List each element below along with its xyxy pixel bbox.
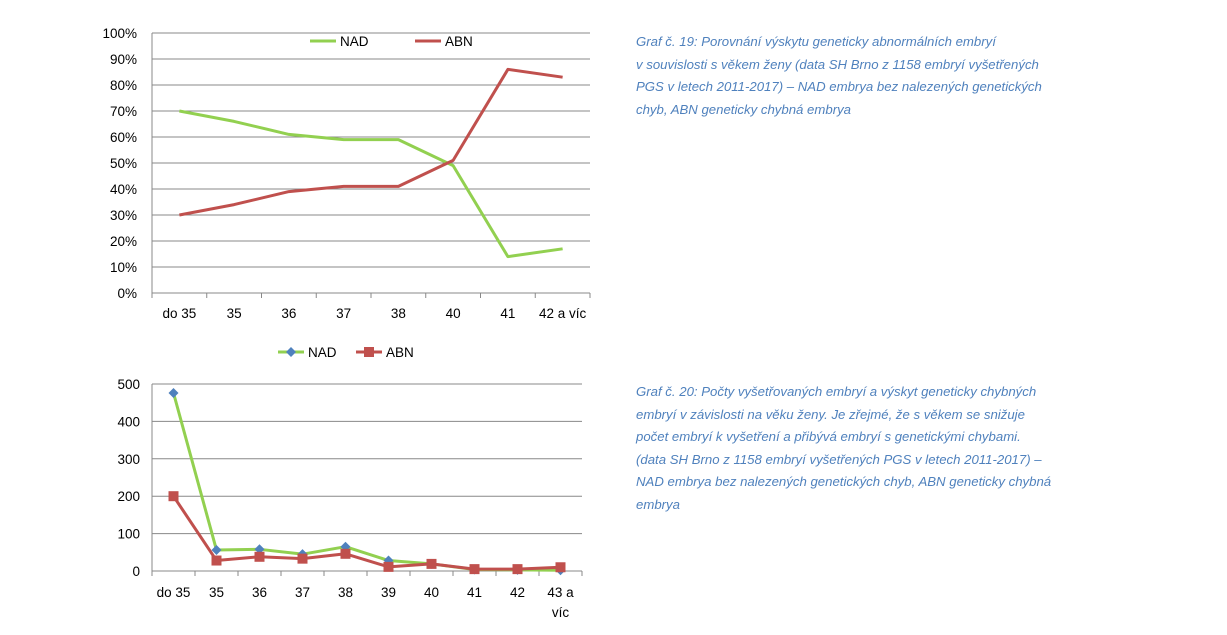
- legend-marker: [364, 347, 374, 357]
- x-tick-label: 41: [467, 585, 482, 600]
- series-line-nad: [179, 109, 563, 259]
- y-tick-label: 70%: [110, 104, 137, 119]
- data-point-abn: [211, 555, 222, 566]
- y-tick-label: 500: [117, 377, 140, 392]
- y-tick-label: 90%: [110, 52, 137, 67]
- x-tick-label: 37: [336, 306, 351, 321]
- data-point-abn: [254, 551, 265, 562]
- x-tick-label: víc: [552, 605, 570, 620]
- y-tick-label: 40%: [110, 182, 137, 197]
- chart-2: 0 100 200 300 400 500 do 35 35 36 37 38 39 40 41 42 43 …: [117, 345, 583, 620]
- y-tick-label: 100%: [102, 26, 137, 41]
- legend-label-nad: NAD: [308, 345, 337, 360]
- caption-line: PGS v letech 2011-2017) – NAD embrya bez…: [636, 79, 1042, 94]
- x-tick-label: 37: [295, 585, 310, 600]
- y-tick-label: 80%: [110, 78, 137, 93]
- data-point-nad: [168, 387, 179, 398]
- x-tick-label: 42: [510, 585, 525, 600]
- x-tick-label: 40: [446, 306, 461, 321]
- caption-line: počet embryí k vyšetření a přibývá embry…: [636, 429, 1021, 444]
- series-line-nad: [172, 392, 561, 572]
- y-tick-label: 20%: [110, 234, 137, 249]
- data-point-abn: [168, 491, 179, 502]
- x-tick-label: do 35: [162, 306, 196, 321]
- data-point-nad: [211, 545, 222, 556]
- y-tick-label: 300: [117, 452, 140, 467]
- data-point-abn: [469, 564, 480, 575]
- x-tick-label: 36: [252, 585, 267, 600]
- legend-label-abn: ABN: [386, 345, 414, 360]
- caption-line: v souvislosti s věkem ženy (data SH Brno…: [636, 56, 1039, 72]
- x-tick-label: 41: [500, 306, 515, 321]
- data-point-abn: [555, 562, 566, 573]
- caption-line: embryí v závislosti na věku ženy. Je zře…: [636, 406, 1025, 422]
- x-tick-label: 42 a víc: [539, 306, 587, 321]
- x-tick-label: 35: [227, 306, 242, 321]
- y-tick-label: 100: [117, 527, 140, 542]
- legend-label-abn: ABN: [445, 34, 473, 49]
- caption-line: embrya: [636, 496, 680, 512]
- x-tick-label: 40: [424, 585, 439, 600]
- x-tick-label: 38: [391, 306, 406, 321]
- x-tick-label: 43 a: [547, 585, 574, 600]
- y-tick-label: 0: [132, 564, 140, 579]
- y-tick-label: 400: [117, 414, 140, 429]
- caption-line: chyb, ABN geneticky chybná embrya: [636, 101, 852, 117]
- x-tick-label: do 35: [157, 585, 191, 600]
- data-point-abn: [383, 561, 394, 572]
- graf-20-caption: Graf č. 20: Počty vyšetřovaných embryí a…: [636, 381, 1106, 516]
- x-tick-label: 36: [281, 306, 296, 321]
- caption-line: (data SH Brno z 1158 embryí vyšetřených …: [636, 451, 1042, 467]
- series-line-abn: [179, 67, 563, 217]
- data-point-abn: [297, 553, 308, 564]
- x-tick-label: 35: [209, 585, 224, 600]
- x-tick-label: 38: [338, 585, 353, 600]
- caption-line: NAD embrya bez nalezených genetických ch…: [636, 474, 1052, 489]
- data-point-abn: [426, 558, 437, 569]
- legend-marker: [286, 347, 296, 357]
- x-tick-label: 39: [381, 585, 396, 600]
- series-line-abn: [172, 495, 561, 571]
- graf-19-caption: Graf č. 19: Porovnání výskytu geneticky …: [636, 31, 1106, 121]
- caption-line: Graf č. 20: Počty vyšetřovaných embryí a…: [636, 384, 1037, 399]
- y-tick-label: 30%: [110, 208, 137, 223]
- legend-label-nad: NAD: [340, 34, 369, 49]
- y-tick-label: 60%: [110, 130, 137, 145]
- chart-1: 0% 10% 20% 30% 40% 50% 60% 70% 80% 90% 100% do 35 35…: [102, 26, 591, 321]
- y-tick-label: 50%: [110, 156, 137, 171]
- data-point-abn: [512, 564, 523, 575]
- y-tick-label: 10%: [110, 260, 137, 275]
- y-tick-label: 0%: [117, 286, 137, 301]
- data-point-abn: [340, 548, 351, 559]
- caption-line: Graf č. 19: Porovnání výskytu geneticky …: [636, 34, 996, 49]
- y-tick-label: 200: [117, 489, 140, 504]
